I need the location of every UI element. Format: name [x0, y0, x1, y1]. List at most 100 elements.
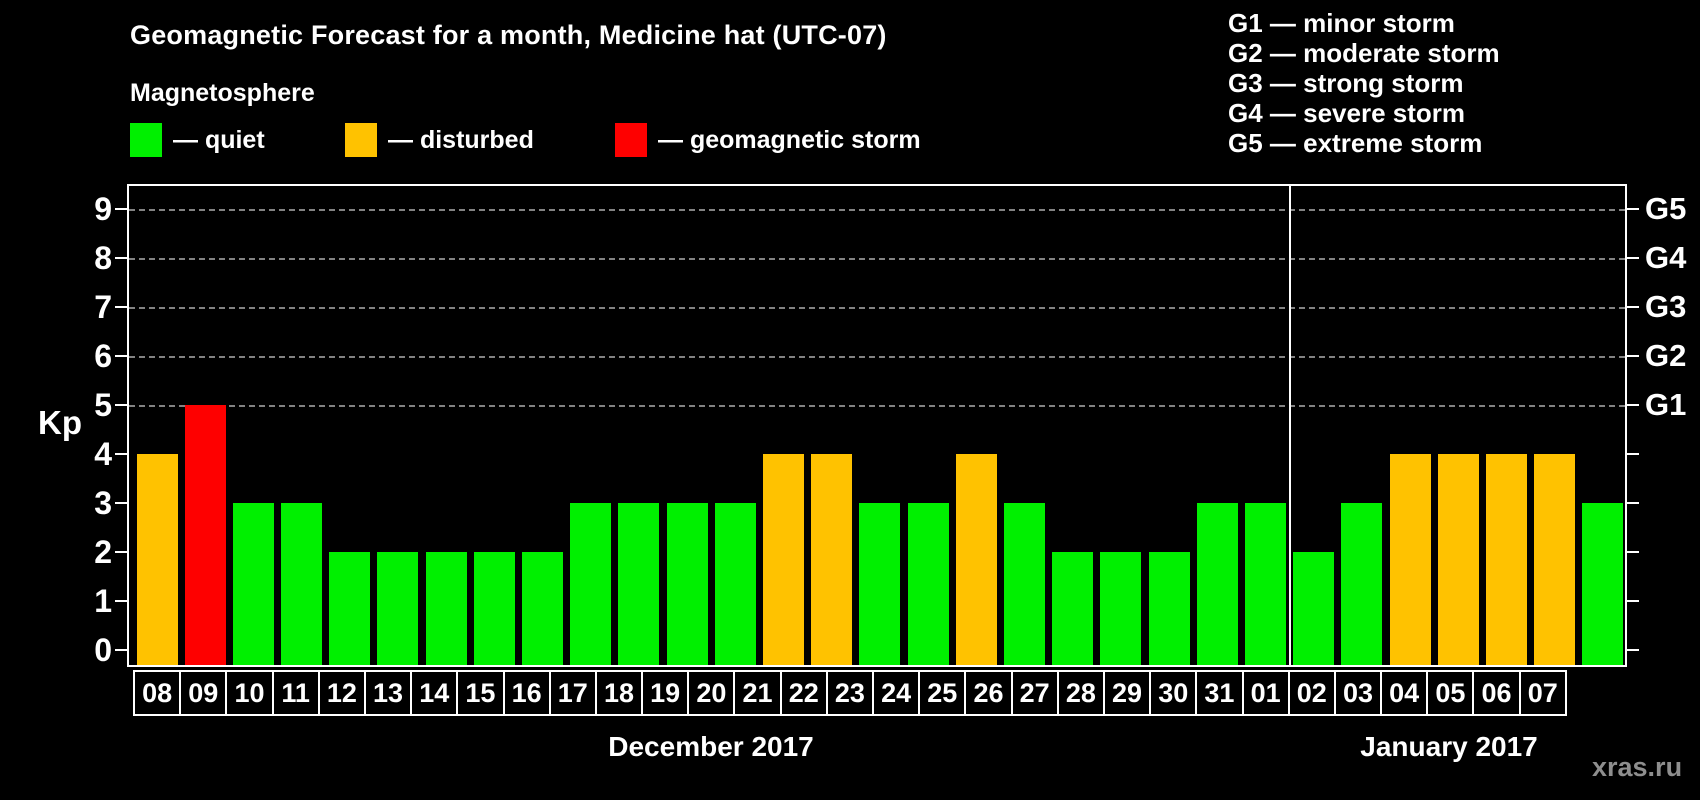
y-axis-tick-right — [1627, 600, 1639, 602]
y-axis-tick-right — [1627, 453, 1639, 455]
disturbed-color-swatch — [345, 123, 377, 157]
day-label-29: 29 — [1102, 670, 1152, 716]
y-tick-label-9: 9 — [94, 191, 112, 227]
day-label-02: 02 — [1287, 670, 1336, 716]
magnetosphere-heading: Magnetosphere — [130, 79, 315, 107]
storm-scale-line-g3: G3 — strong storm — [1228, 68, 1464, 98]
y-axis-tick-left — [115, 453, 127, 455]
gridline-kp-5 — [129, 405, 1625, 407]
chart-title: Geomagnetic Forecast for a month, Medici… — [130, 20, 887, 50]
y-axis-tick-right — [1627, 306, 1639, 308]
y-tick-label-0: 0 — [94, 632, 112, 668]
y-axis-tick-left — [115, 649, 127, 651]
kp-bar-28 — [1100, 552, 1142, 665]
day-label-01: 01 — [1241, 670, 1290, 716]
kp-bar-07 — [1582, 503, 1624, 665]
y-axis-tick-right — [1627, 257, 1639, 259]
y-tick-label-8: 8 — [94, 240, 112, 276]
g-scale-label-g3: G3 — [1645, 289, 1687, 324]
kp-bar-05 — [1485, 454, 1527, 665]
y-axis-tick-left — [115, 208, 127, 210]
y-axis-tick-left — [115, 600, 127, 602]
y-axis-tick-right — [1627, 208, 1639, 210]
gridline-kp-6 — [129, 356, 1625, 358]
kp-bar-21 — [763, 454, 805, 665]
gridline-kp-9 — [129, 209, 1625, 211]
day-label-22: 22 — [779, 670, 828, 716]
kp-bar-03 — [1389, 454, 1431, 665]
day-label-17: 17 — [548, 670, 597, 716]
kp-bar-25 — [955, 454, 997, 665]
kp-bar-20 — [714, 503, 756, 665]
month-label-december: December 2017 — [608, 731, 814, 762]
day-label-06: 06 — [1472, 670, 1521, 716]
kp-bar-04 — [1437, 454, 1479, 665]
day-label-24: 24 — [872, 670, 921, 716]
y-tick-label-2: 2 — [94, 534, 112, 570]
kp-bar-09 — [184, 405, 226, 665]
storm-scale-line-g2: G2 — moderate storm — [1228, 38, 1500, 68]
month-separator — [1288, 186, 1291, 665]
quiet-color-swatch — [130, 123, 162, 157]
x-axis-day-labels: 08 09 10 11 12 13 14 15 16 17 18 19 20 21 22 23 24 25 26 27… — [133, 670, 1567, 716]
day-label-07: 07 — [1518, 670, 1567, 716]
day-label-12: 12 — [317, 670, 366, 716]
y-tick-label-7: 7 — [94, 289, 112, 325]
kp-bar-16 — [522, 552, 564, 665]
plot-area — [127, 184, 1627, 667]
day-label-28: 28 — [1056, 670, 1105, 716]
kp-bar-10 — [232, 503, 274, 665]
storm-color-swatch — [615, 123, 647, 157]
y-axis-tick-left — [115, 502, 127, 504]
y-axis-tick-left — [115, 404, 127, 406]
legend-item-quiet: — quiet — [130, 121, 265, 159]
y-axis-tick-left — [115, 257, 127, 259]
kp-bar-17 — [570, 503, 612, 665]
month-label-january: January 2017 — [1360, 731, 1538, 762]
day-label-08: 08 — [133, 670, 182, 716]
legend-item-label: — geomagnetic storm — [658, 125, 921, 154]
kp-bar-14 — [425, 552, 467, 665]
storm-scale-line-g5: G5 — extreme storm — [1228, 128, 1483, 158]
g-scale-label-g1: G1 — [1645, 387, 1687, 422]
day-label-13: 13 — [363, 670, 413, 716]
legend-item-storm: — geomagnetic storm — [615, 121, 921, 159]
kp-bar-12 — [329, 552, 371, 665]
y-axis-tick-right — [1627, 355, 1639, 357]
day-label-21: 21 — [733, 670, 782, 716]
day-label-30: 30 — [1149, 670, 1198, 716]
day-label-04: 04 — [1380, 670, 1429, 716]
g-scale-label-g4: G4 — [1645, 240, 1687, 275]
day-label-14: 14 — [410, 670, 459, 716]
y-tick-label-1: 1 — [94, 583, 112, 619]
kp-bar-13 — [377, 552, 419, 665]
y-axis-tick-right — [1627, 502, 1639, 504]
kp-bar-02 — [1341, 503, 1383, 665]
kp-bar-30 — [1196, 503, 1238, 665]
legend-item-disturbed: — disturbed — [345, 121, 534, 159]
day-label-25: 25 — [918, 670, 967, 716]
y-tick-label-3: 3 — [94, 485, 112, 521]
day-label-15: 15 — [456, 670, 505, 716]
kp-bar-01 — [1293, 552, 1335, 665]
day-label-26: 26 — [964, 670, 1013, 716]
g-scale-label-g5: G5 — [1645, 191, 1687, 226]
kp-bar-22 — [811, 454, 853, 665]
day-label-23: 23 — [825, 670, 874, 716]
kp-bar-23 — [859, 503, 901, 665]
kp-bar-27 — [1052, 552, 1094, 665]
y-axis-tick-left — [115, 306, 127, 308]
gridline-kp-7 — [129, 307, 1625, 309]
kp-bar-18 — [618, 503, 660, 665]
day-label-18: 18 — [594, 670, 644, 716]
day-label-20: 20 — [687, 670, 736, 716]
y-axis-label: Kp — [38, 404, 82, 441]
y-axis-tick-right — [1627, 551, 1639, 553]
y-tick-label-6: 6 — [94, 338, 112, 374]
day-label-31: 31 — [1195, 670, 1244, 716]
day-label-11: 11 — [271, 670, 320, 716]
watermark: xras.ru — [1592, 752, 1683, 782]
y-axis-tick-left — [115, 355, 127, 357]
gridline-kp-8 — [129, 258, 1625, 260]
